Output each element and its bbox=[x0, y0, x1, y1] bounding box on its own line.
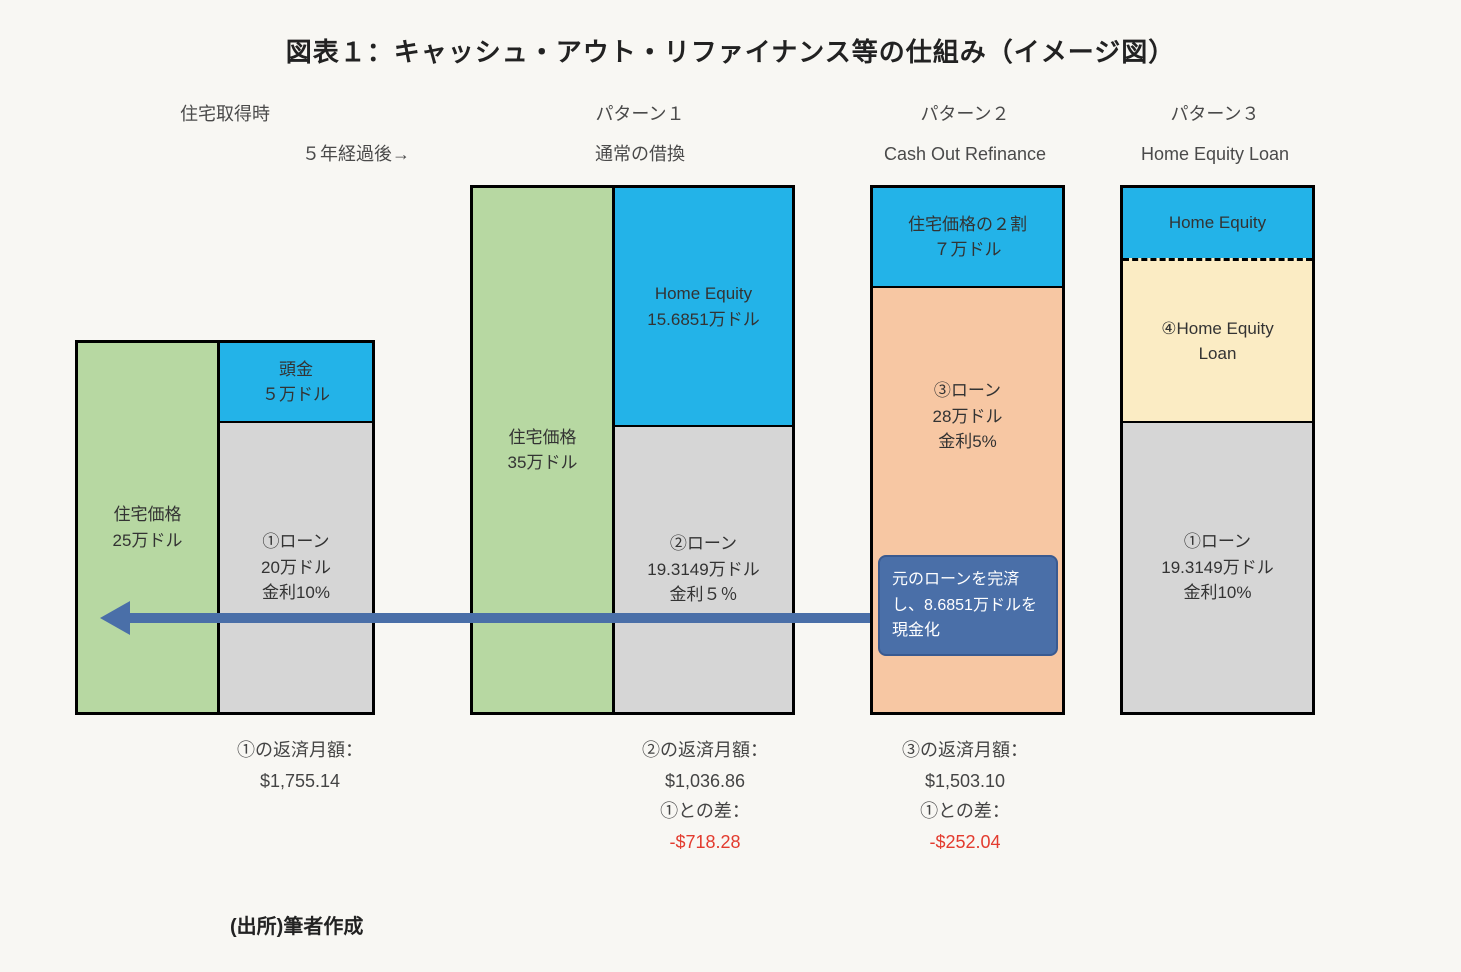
p2-footer-difflabel: ①との差： bbox=[860, 796, 1070, 827]
p1-right-block: Home Equity 15.6851万ドル ②ローン 19.3149万ドル 金… bbox=[612, 185, 795, 715]
p1-left-block: 住宅価格 35万ドル bbox=[470, 185, 615, 715]
p2-callout: 元のローンを完済し、8.6851万ドルを現金化 bbox=[878, 555, 1058, 656]
base-down-payment: 頭金 ５万ドル bbox=[220, 343, 372, 423]
p2-footer-amount: $1,503.10 bbox=[860, 766, 1070, 797]
p2-footer-diff: -$252.04 bbox=[860, 827, 1070, 858]
base-footer-amount: $1,755.14 bbox=[195, 766, 405, 797]
p1-footer-difflabel: ①との差： bbox=[600, 796, 810, 827]
header-base-1: 住宅取得時 bbox=[75, 100, 375, 129]
header-p3-2: Home Equity Loan bbox=[1105, 140, 1325, 169]
p1-left-label: 住宅価格 35万ドル bbox=[473, 188, 612, 712]
p1-home-equity: Home Equity 15.6851万ドル bbox=[615, 188, 792, 427]
source-text: (出所)筆者作成 bbox=[230, 910, 363, 939]
p2-top-20pct: 住宅価格の２割 ７万ドル bbox=[873, 188, 1062, 288]
p1-footer-amount: $1,036.86 bbox=[600, 766, 810, 797]
header-p2-1: パターン２ bbox=[855, 100, 1075, 129]
arrow-head-icon bbox=[100, 601, 130, 635]
p1-footer: ②の返済月額： $1,036.86 ①との差： -$718.28 bbox=[600, 735, 810, 857]
header-p1-1: パターン１ bbox=[540, 100, 740, 129]
p1-footer-diff: -$718.28 bbox=[600, 827, 810, 858]
base-left-label: 住宅価格 25万ドル bbox=[78, 343, 217, 712]
header-base-2: ５年経過後→ bbox=[302, 140, 410, 166]
p2-callout-text: 元のローンを完済し、8.6851万ドルを現金化 bbox=[892, 571, 1037, 639]
p2-footer: ③の返済月額： $1,503.10 ①との差： -$252.04 bbox=[860, 735, 1070, 857]
chart-title: 図表１：キャッシュ・アウト・リファイナンス等の仕組み（イメージ図） bbox=[0, 32, 1461, 69]
base-loan-1: ①ローン 20万ドル 金利10% bbox=[220, 423, 372, 712]
base-footer: ①の返済月額： $1,755.14 bbox=[195, 735, 405, 796]
arrow-shaft bbox=[128, 613, 870, 623]
base-right-block: 頭金 ５万ドル ①ローン 20万ドル 金利10% bbox=[217, 340, 375, 715]
p3-block: Home Equity ④Home Equity Loan ①ローン 19.31… bbox=[1120, 185, 1315, 715]
diagram-canvas: 図表１：キャッシュ・アウト・リファイナンス等の仕組み（イメージ図） 住宅取得時 … bbox=[0, 0, 1461, 972]
header-p3-1: パターン３ bbox=[1105, 100, 1325, 129]
p1-loan-2: ②ローン 19.3149万ドル 金利５％ bbox=[615, 427, 792, 712]
base-left-block: 住宅価格 25万ドル bbox=[75, 340, 220, 715]
base-footer-label: ①の返済月額： bbox=[195, 735, 405, 766]
header-p2-2: Cash Out Refinance bbox=[855, 140, 1075, 169]
p3-he-loan: ④Home Equity Loan bbox=[1123, 258, 1312, 423]
p1-footer-label: ②の返済月額： bbox=[600, 735, 810, 766]
p3-loan-1: ①ローン 19.3149万ドル 金利10% bbox=[1123, 423, 1312, 712]
p2-footer-label: ③の返済月額： bbox=[860, 735, 1070, 766]
p3-home-equity: Home Equity bbox=[1123, 188, 1312, 258]
header-p1-2: 通常の借換 bbox=[540, 140, 740, 169]
